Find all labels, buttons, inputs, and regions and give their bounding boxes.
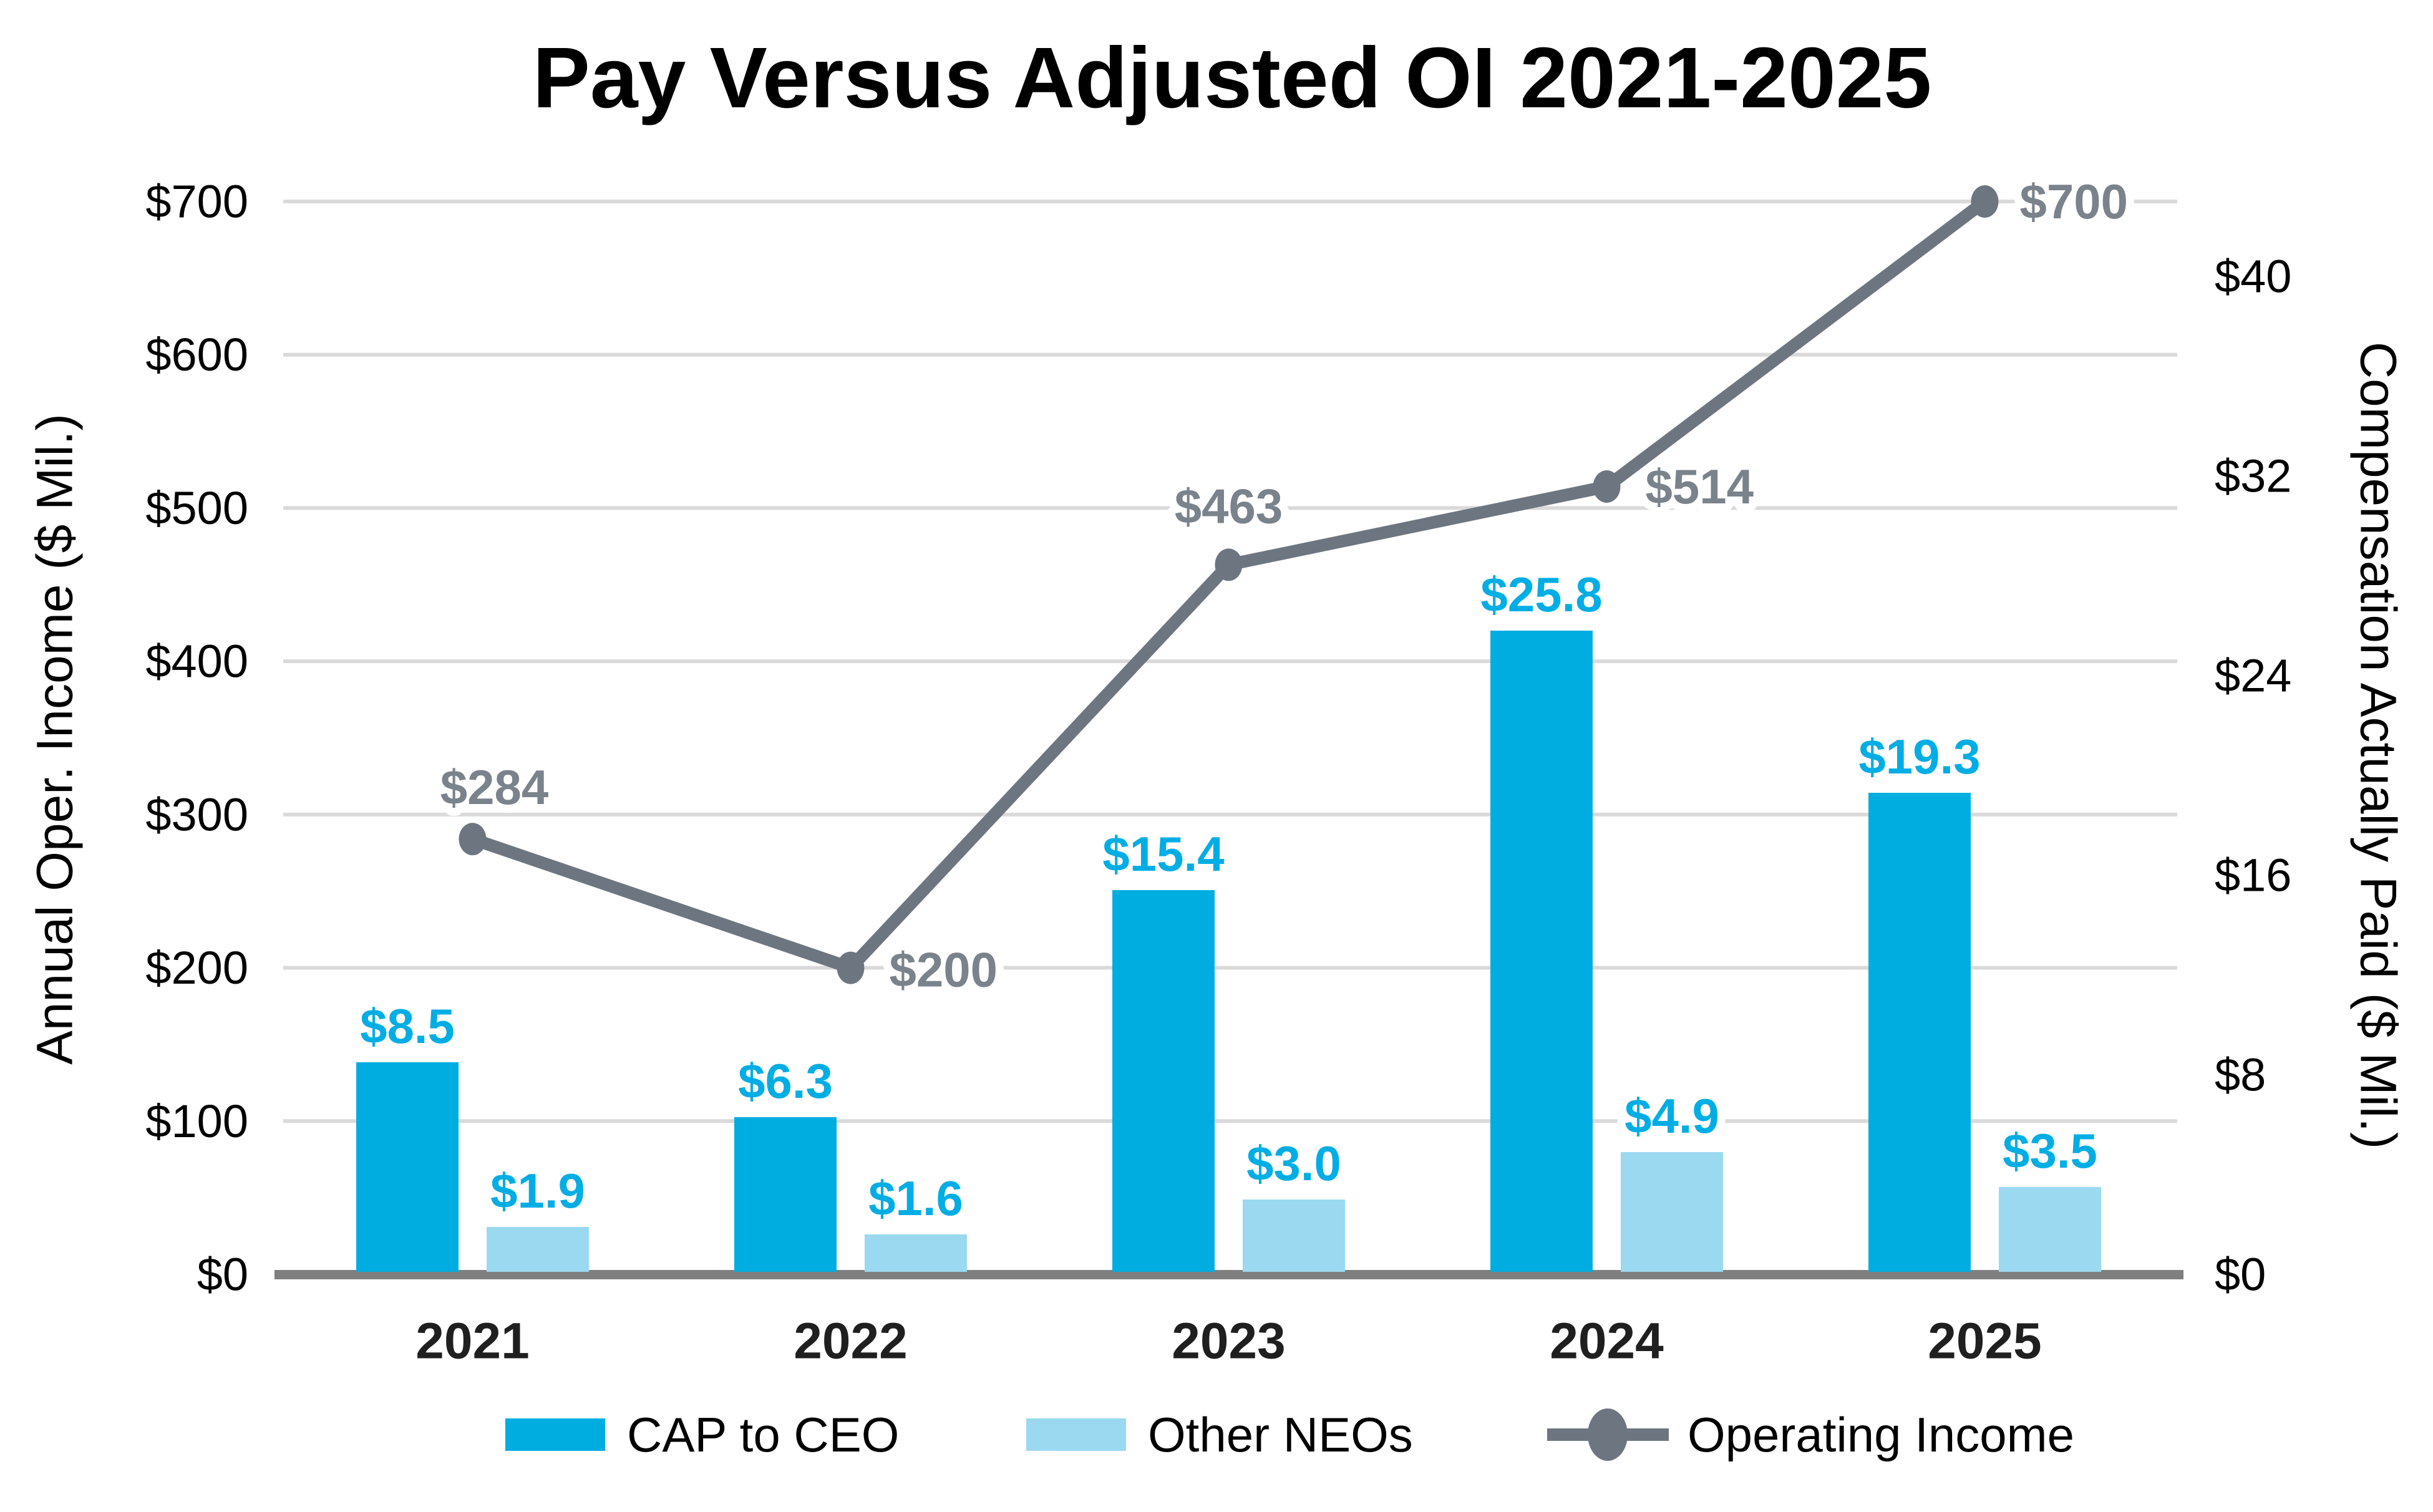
- right-tick-label: $16: [2215, 850, 2291, 901]
- left-axis-title: Annual Oper. Income ($ Mil.): [27, 414, 84, 1065]
- bar-value-label: $6.3: [738, 1054, 833, 1108]
- year-label: 2024: [1550, 1313, 1664, 1370]
- oi-value-label: $463: [1175, 478, 1283, 533]
- oi-value-label: $700: [2020, 174, 2129, 229]
- bar-value-label: $19.3: [1858, 729, 1980, 784]
- legend-label-operating-income: Operating Income: [1688, 1407, 2074, 1462]
- legend-swatch-other-neos: [1026, 1418, 1126, 1451]
- bar-cap-to-ceo-2025: [1868, 793, 1971, 1272]
- bar-value-label: $8.5: [360, 999, 455, 1054]
- gridline: [283, 200, 2177, 203]
- right-tick-label: $8: [2215, 1049, 2266, 1101]
- bar-other-neos-2021: [487, 1227, 589, 1272]
- year-label: 2025: [1928, 1313, 2041, 1370]
- axis-tick-labels: $0 $100 $200 $300 $400 $500 $600 $700 $0 $8 $16 $24…: [145, 176, 2291, 1370]
- bar-value-label: $3.5: [2003, 1123, 2097, 1178]
- legend-swatch-cap-to-ceo: [505, 1418, 605, 1451]
- bar-cap-to-ceo-2021: [356, 1062, 459, 1272]
- left-tick-label: $200: [145, 942, 248, 994]
- legend: CAP to CEO Other NEOs Operating Income: [505, 1407, 2074, 1462]
- legend-label-cap-to-ceo: CAP to CEO: [627, 1407, 899, 1462]
- gridline: [283, 1119, 2177, 1123]
- bar-cap-to-ceo-2023: [1112, 890, 1215, 1272]
- oi-value-label: $514: [1646, 459, 1754, 514]
- bar-cap-to-ceo-2022: [734, 1117, 837, 1272]
- oi-marker-2021: [459, 823, 487, 856]
- legend-label-other-neos: Other NEOs: [1148, 1407, 1413, 1462]
- gridline: [283, 812, 2177, 817]
- oi-value-label: $284: [440, 760, 549, 815]
- bar-other-neos-2024: [1621, 1152, 1723, 1272]
- oi-marker-2022: [837, 951, 865, 984]
- left-tick-label: $0: [197, 1249, 248, 1301]
- x-axis-baseline: [274, 1270, 2183, 1279]
- left-tick-label: $700: [145, 176, 248, 228]
- gridline: [283, 506, 2177, 510]
- bar-value-label: $15.4: [1102, 826, 1224, 881]
- bar-other-neos-2022: [865, 1234, 967, 1272]
- oi-marker-2023: [1215, 548, 1243, 581]
- oi-marker-2025: [1971, 185, 1999, 218]
- year-label: 2022: [794, 1313, 907, 1370]
- left-tick-label: $600: [145, 329, 248, 380]
- gridlines: [274, 200, 2183, 1279]
- left-tick-label: $500: [145, 482, 248, 534]
- year-label: 2023: [1172, 1313, 1285, 1370]
- gridline: [283, 966, 2177, 970]
- chart-title: Pay Versus Adjusted OI 2021-2025: [533, 30, 1931, 126]
- bar-other-neos-2023: [1243, 1199, 1345, 1272]
- gridline: [283, 659, 2177, 664]
- bar-value-label: $1.6: [868, 1171, 963, 1226]
- right-tick-label: $0: [2215, 1249, 2266, 1301]
- right-tick-label: $24: [2215, 650, 2291, 702]
- bar-cap-to-ceo-2024: [1490, 631, 1593, 1272]
- left-tick-label: $100: [145, 1095, 248, 1147]
- bar-value-label: $25.8: [1480, 567, 1602, 622]
- line-series: $284 $200 $463 $514 $700: [432, 166, 2136, 1006]
- bar-series: $8.5 $6.3 $15.4 $25.8 $19.3 $1.9 $1.6 $3.0 $4.9 $…: [352, 559, 2105, 1272]
- bar-value-label: $1.9: [490, 1163, 585, 1218]
- bar-value-label: $3.0: [1246, 1136, 1341, 1191]
- operating-income-line: [466, 195, 1991, 974]
- right-axis-title: Compensation Actually Paid ($ Mil.): [2350, 342, 2407, 1149]
- legend-marker-operating-income: [1588, 1408, 1628, 1461]
- gridline: [283, 352, 2177, 357]
- right-tick-label: $40: [2215, 251, 2291, 303]
- left-tick-label: $400: [145, 636, 248, 687]
- left-tick-label: $300: [145, 788, 248, 840]
- bar-value-label: $4.9: [1624, 1088, 1719, 1143]
- oi-value-label: $200: [890, 943, 998, 997]
- right-tick-label: $32: [2215, 450, 2291, 502]
- bar-other-neos-2025: [1999, 1187, 2101, 1272]
- year-label: 2021: [415, 1313, 529, 1370]
- oi-marker-2024: [1593, 470, 1621, 503]
